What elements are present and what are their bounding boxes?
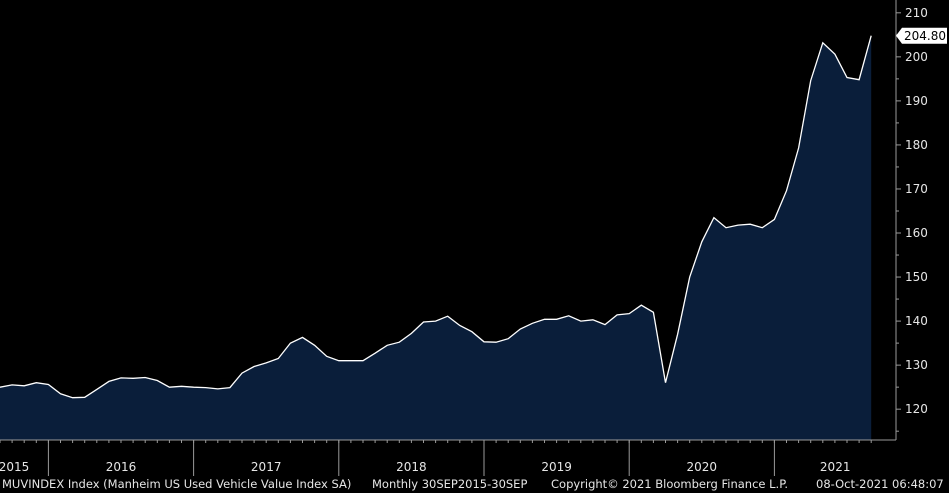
x-tick-label: 2019	[541, 460, 572, 474]
y-tick-label: 130	[905, 358, 928, 372]
series-area	[0, 35, 872, 440]
x-axis: 2015 2016 2017 2018 2019 2020 2021	[0, 439, 896, 476]
footer: MUVINDEX Index (Manheim US Used Vehicle …	[0, 476, 949, 493]
y-tick-label: 140	[905, 314, 928, 328]
footer-period: Monthly 30SEP2015-30SEP	[372, 477, 528, 491]
y-axis: 120 130 140 150 160 170 180 190 200 210	[895, 0, 928, 440]
series-line	[0, 35, 872, 399]
x-tick-label: 2016	[106, 460, 137, 474]
y-tick-label: 190	[905, 94, 928, 108]
footer-ticker: MUVINDEX Index (Manheim US Used Vehicle …	[2, 477, 352, 491]
y-tick-label: 180	[905, 138, 928, 152]
last-value-box	[896, 27, 947, 44]
y-tick-label: 170	[905, 182, 928, 196]
footer-timestamp: 08-Oct-2021 06:48:07	[816, 477, 944, 491]
y-tick-label: 150	[905, 270, 928, 284]
x-tick-label: 2015	[0, 460, 29, 474]
x-tick-label: 2020	[687, 460, 718, 474]
footer-copyright: Copyright© 2021 Bloomberg Finance L.P.	[551, 477, 788, 491]
last-value-label: 204.80	[896, 27, 947, 44]
last-value-text: 204.80	[904, 29, 946, 43]
plot-area	[0, 35, 872, 440]
x-tick-label: 2017	[251, 460, 282, 474]
y-tick-label: 120	[905, 402, 928, 416]
x-tick-label: 2018	[396, 460, 427, 474]
y-tick-label: 160	[905, 226, 928, 240]
x-tick-label: 2021	[820, 460, 851, 474]
y-tick-label: 200	[905, 50, 928, 64]
y-tick-label: 210	[905, 6, 928, 20]
